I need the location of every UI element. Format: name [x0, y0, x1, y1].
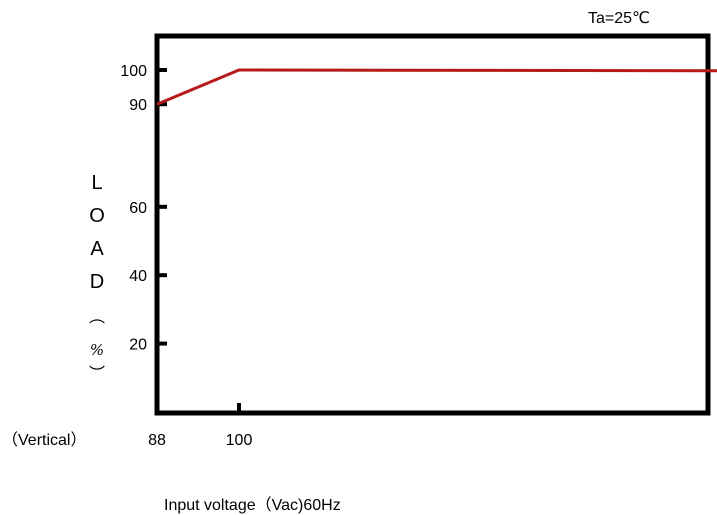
x-axis-left-note: （Vertical） — [2, 431, 86, 449]
x-axis-label: Input voltage（Vac)60Hz — [164, 496, 341, 514]
plot-frame — [154, 33, 711, 416]
series-line-0 — [156, 68, 717, 106]
x-tick-label-100: 100 — [226, 432, 253, 449]
y-axis-ticks: 20 40 60 90 100 — [120, 63, 167, 354]
y-axis-label-char-4: ︵ — [89, 309, 105, 326]
y-axis-label-char-1: O — [89, 205, 105, 227]
y-axis-label-char-0: L — [91, 172, 102, 194]
y-axis-label-char-3: D — [90, 271, 104, 293]
y-tick-label-40: 40 — [129, 268, 147, 285]
x-tick-label-88: 88 — [148, 432, 166, 449]
y-tick-label-100: 100 — [120, 63, 147, 80]
y-tick-label-60: 60 — [129, 200, 147, 217]
y-tick-label-20: 20 — [129, 337, 147, 354]
temperature-annotation: Ta=25℃ — [588, 10, 650, 27]
series-layer — [156, 68, 717, 106]
y-axis-label-char-2: A — [90, 238, 104, 260]
y-tick-label-90: 90 — [129, 97, 147, 114]
y-axis-label-char-5: % — [90, 341, 104, 359]
y-axis-label-char-6: ︶ — [89, 365, 105, 383]
x-axis-ticks: 88100264 — [148, 403, 253, 449]
